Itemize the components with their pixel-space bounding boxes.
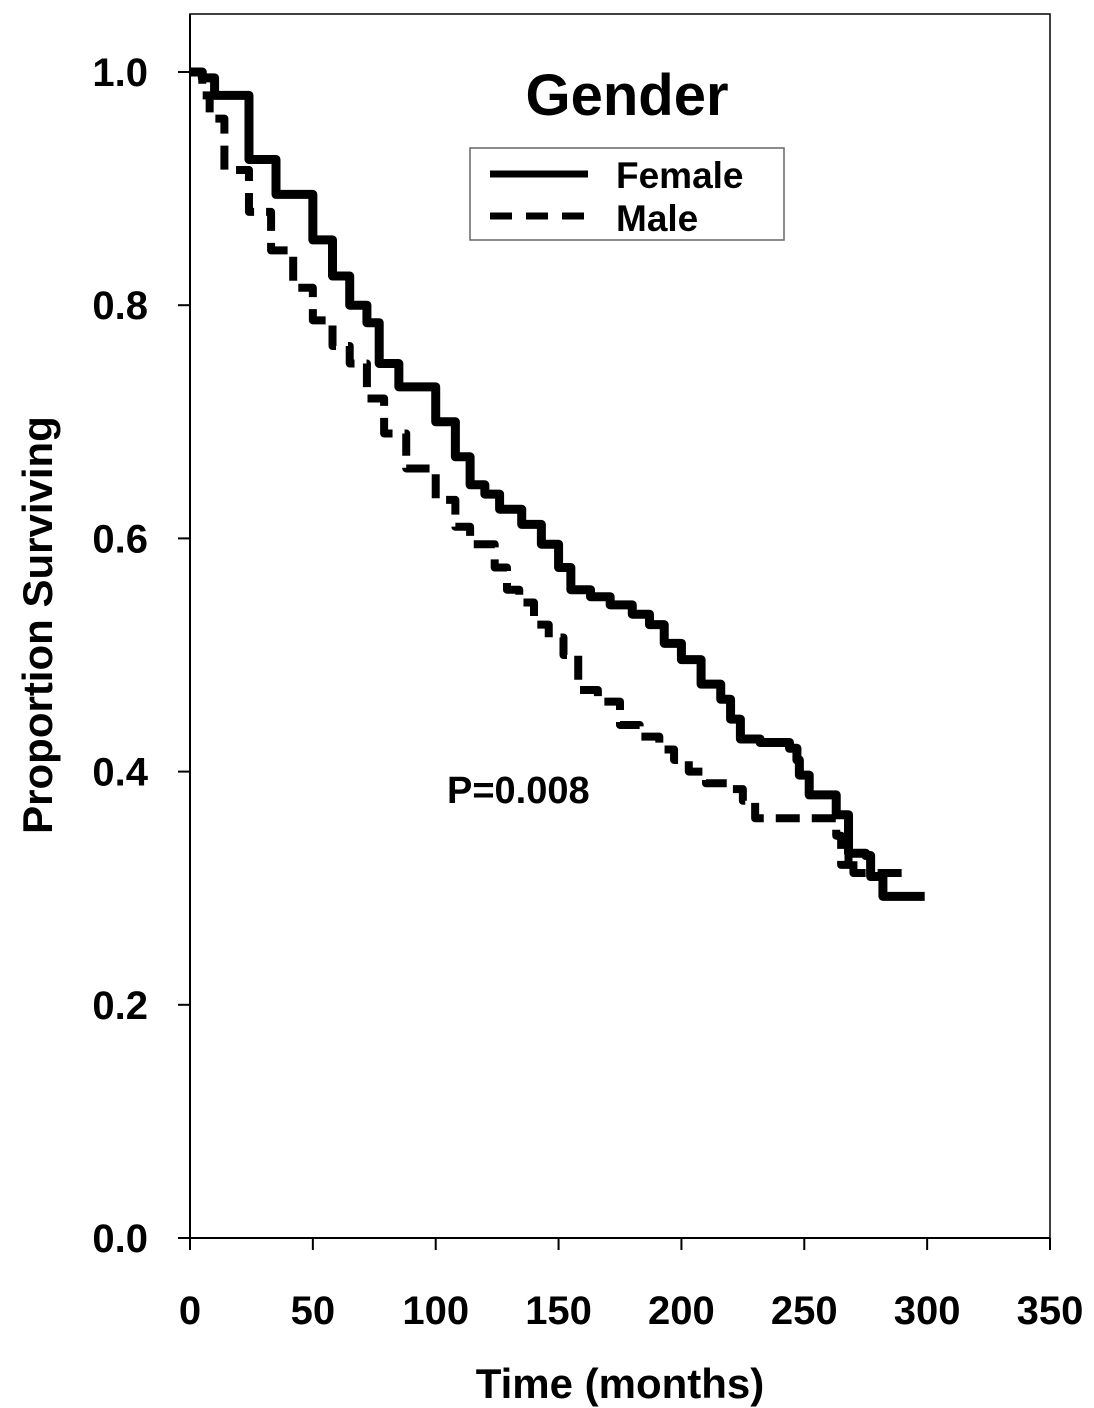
x-tick-label: 200 xyxy=(648,1289,715,1333)
y-tick-label: 0.8 xyxy=(92,284,148,328)
x-tick-label: 100 xyxy=(402,1289,469,1333)
x-tick-label: 300 xyxy=(894,1289,961,1333)
y-tick-label: 0.6 xyxy=(92,517,148,561)
legend-box xyxy=(469,147,785,241)
legend-male-label: Male xyxy=(616,198,698,239)
legend-female-label: Female xyxy=(616,155,744,196)
series-female-line xyxy=(190,67,925,901)
x-tick-label: 350 xyxy=(1017,1289,1084,1333)
x-tick-label: 50 xyxy=(291,1289,336,1333)
y-axis-title: Proportion Surviving xyxy=(14,416,61,834)
x-tick-label: 0 xyxy=(179,1289,201,1333)
y-tick-label: 0.2 xyxy=(92,984,148,1028)
x-tick-label: 250 xyxy=(771,1289,838,1333)
x-axis-title: Time (months) xyxy=(476,1360,765,1407)
y-tick-label: 0.4 xyxy=(92,751,148,795)
y-tick-label: 0.0 xyxy=(92,1217,148,1261)
chart-title: Gender xyxy=(525,63,728,128)
x-tick-label: 150 xyxy=(525,1289,592,1333)
legend: Female Male xyxy=(469,147,785,241)
p-value-annotation: P=0.008 xyxy=(447,770,590,812)
y-tick-label: 1.0 xyxy=(92,51,148,95)
series-male-line xyxy=(190,68,910,878)
